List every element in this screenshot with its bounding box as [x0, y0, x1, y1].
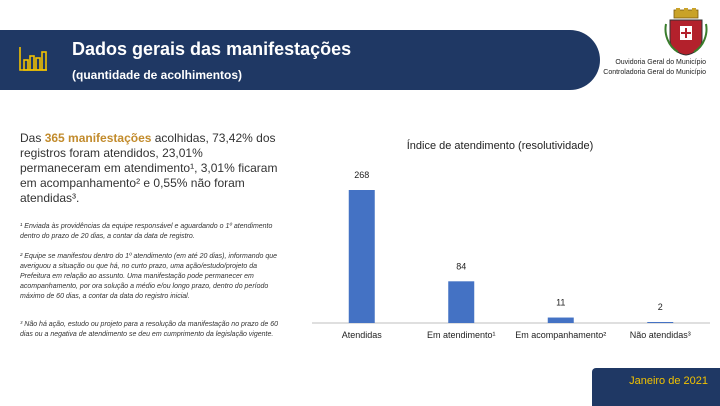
resolution-chart: Índice de atendimento (resolutividade) 2…	[300, 130, 720, 360]
category-label-2: Em acompanhamento²	[515, 330, 606, 340]
data-label-2: 11	[556, 298, 565, 308]
data-label-3: 2	[658, 302, 663, 312]
header-banner: Dados gerais das manifestações (quantida…	[0, 30, 600, 90]
footnote-1: ¹ Enviada às providências da equipe resp…	[20, 223, 273, 240]
page-title: Dados gerais das manifestações	[72, 39, 352, 59]
intro-highlight: 365 manifestações	[44, 131, 152, 145]
chart-title: Índice de atendimento (resolutividade)	[407, 139, 594, 152]
data-label-1: 84	[456, 261, 466, 271]
municipal-crest-icon	[664, 8, 708, 56]
bar-chart: Índice de atendimento (resolutividade) 2…	[312, 139, 710, 340]
bar-2	[547, 317, 574, 323]
bar-0	[348, 190, 375, 323]
intro-rest: acolhidas, 73,42% dos registros foram at…	[20, 131, 278, 205]
organization-label: Ouvidoria Geral do Município Controlador…	[603, 58, 706, 78]
footer-banner: Janeiro de 2021	[592, 368, 720, 406]
intro-paragraph: Das 365 manifestações acolhidas, 73,42% …	[20, 131, 278, 206]
org-line-ouvidoria: Ouvidoria Geral do Município	[615, 59, 706, 66]
footnote-3: ³ Não há ação, estudo ou projeto para a …	[20, 321, 279, 338]
bar-3	[647, 322, 674, 323]
footnote-2: ² Equipe se manifestou dentro do 1º aten…	[20, 253, 278, 300]
bar-1	[448, 281, 475, 323]
page-subtitle: (quantidade de acolhimentos)	[72, 68, 243, 82]
data-label-0: 268	[354, 170, 369, 180]
org-line-controladoria: Controladoria Geral do Município	[603, 69, 706, 76]
intro-prefix: Das	[20, 131, 45, 145]
category-label-0: Atendidas	[342, 330, 383, 340]
category-label-1: Em atendimento¹	[427, 330, 496, 340]
category-label-3: Não atendidas³	[630, 330, 691, 340]
bar-chart-icon	[19, 47, 47, 71]
footer-date: Janeiro de 2021	[629, 375, 708, 387]
